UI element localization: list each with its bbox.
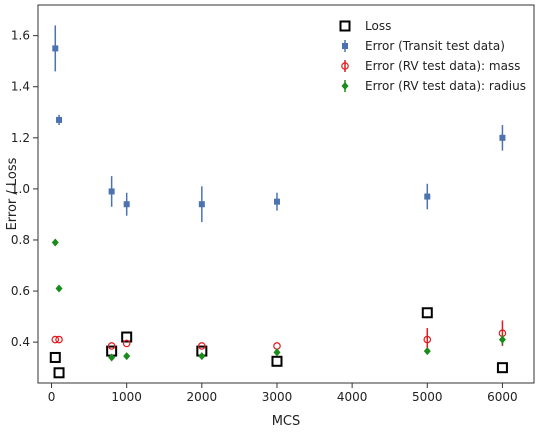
y-tick-label: 1.4 xyxy=(11,80,30,94)
y-tick-label: 1.2 xyxy=(11,131,30,145)
y-tick-label: 1.6 xyxy=(11,29,30,43)
x-tick-label: 4000 xyxy=(337,390,368,404)
data-point xyxy=(108,188,115,195)
data-point xyxy=(498,335,506,344)
data-point xyxy=(51,238,59,247)
data-point xyxy=(423,335,432,344)
legend-label: Loss xyxy=(365,19,391,33)
series-4 xyxy=(51,238,506,362)
data-point xyxy=(123,201,130,208)
y-tick-label: 0.8 xyxy=(11,233,30,247)
x-axis: 0 1000 2000 3000 4000 5000 6000 xyxy=(48,383,518,404)
data-point xyxy=(273,342,281,350)
data-point xyxy=(107,342,116,350)
legend-item: Error (RV test data): mass xyxy=(341,59,520,73)
legend-label: Error (RV test data): radius xyxy=(365,79,526,93)
x-tick-label: 3000 xyxy=(262,390,293,404)
data-point xyxy=(55,284,63,293)
data-point xyxy=(55,335,63,344)
data-point xyxy=(273,198,280,205)
data-point xyxy=(423,347,431,356)
legend-marker xyxy=(342,43,348,49)
y-tick-label: 0.4 xyxy=(11,335,30,349)
legend-item: Loss xyxy=(339,19,391,33)
data-point xyxy=(108,353,116,362)
data-point xyxy=(56,116,63,123)
data-point xyxy=(198,201,205,208)
data-point xyxy=(496,362,508,374)
data-point xyxy=(53,367,65,379)
data-point xyxy=(123,352,131,361)
data-point xyxy=(421,307,433,319)
legend-marker xyxy=(341,82,349,90)
series-2 xyxy=(52,25,506,223)
x-tick-label: 6000 xyxy=(487,390,518,404)
x-axis-label: MCS xyxy=(272,414,301,429)
x-tick-label: 1000 xyxy=(111,390,142,404)
x-tick-label: 0 xyxy=(48,390,56,404)
legend-item: Error (RV test data): radius xyxy=(341,79,526,93)
data-point xyxy=(51,335,60,344)
y-tick-label: 0.6 xyxy=(11,284,30,298)
y-axis-label: Error / Loss xyxy=(5,157,20,230)
legend-label: Error (Transit test data) xyxy=(365,39,505,53)
series-3 xyxy=(51,320,507,352)
y-tick-label: 1.0 xyxy=(11,182,30,196)
y-axis: 0.4 0.6 0.8 1.0 1.2 1.4 1.6 xyxy=(11,29,38,349)
data-point xyxy=(121,331,133,343)
x-tick-label: 2000 xyxy=(187,390,218,404)
data-point xyxy=(499,134,506,141)
legend-item: Error (Transit test data) xyxy=(342,39,505,53)
data-point xyxy=(49,351,61,363)
plot-area xyxy=(49,25,508,379)
legend-marker xyxy=(341,62,349,70)
legend: Loss Error (Transit test data) Error (RV t… xyxy=(339,19,526,93)
data-point xyxy=(122,339,131,348)
data-point xyxy=(273,348,281,357)
data-point xyxy=(271,355,283,367)
legend-marker xyxy=(339,20,351,32)
data-point xyxy=(198,352,206,361)
x-tick-label: 5000 xyxy=(412,390,443,404)
legend-label: Error (RV test data): mass xyxy=(365,59,520,73)
data-point xyxy=(198,342,206,350)
plot-frame xyxy=(37,4,535,384)
data-point xyxy=(52,45,59,52)
data-point xyxy=(424,193,431,200)
